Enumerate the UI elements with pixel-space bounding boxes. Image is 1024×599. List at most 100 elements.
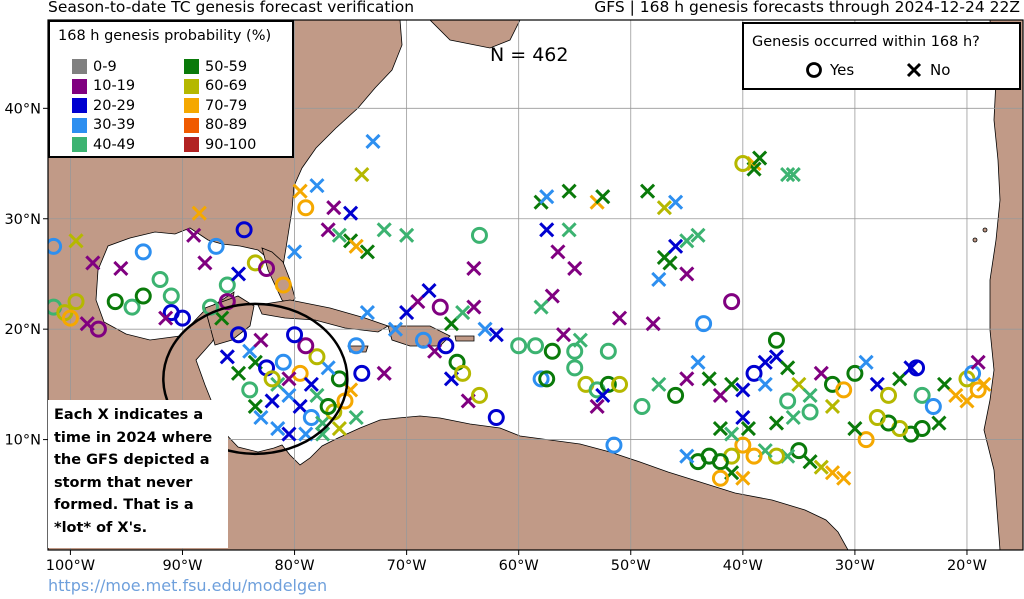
genesis-no-marker <box>780 360 796 376</box>
genesis-yes-marker <box>230 326 248 344</box>
genesis-yes-marker <box>868 409 886 426</box>
genesis-yes-marker <box>218 293 236 311</box>
genesis-yes-marker <box>969 381 987 399</box>
genesis-no-marker <box>836 470 852 486</box>
genesis-yes-marker <box>123 298 141 316</box>
genesis-no-marker <box>230 266 247 282</box>
genesis-no-marker <box>242 343 258 359</box>
genesis-yes-marker <box>605 436 623 454</box>
genesis-no-marker <box>466 260 482 276</box>
legend-no-label: No <box>930 61 951 79</box>
genesis-yes-marker <box>89 320 107 338</box>
genesis-yes-marker <box>437 337 455 355</box>
genesis-no-marker <box>651 376 667 392</box>
genesis-no-marker <box>668 238 684 254</box>
puerto-rico-land <box>454 335 475 342</box>
legend-bin-label: 40-49 <box>93 136 136 153</box>
genesis-yes-marker <box>286 326 304 344</box>
genesis-yes-marker <box>913 386 931 404</box>
genesis-yes-marker <box>297 199 315 217</box>
genesis-no-marker <box>331 420 347 437</box>
genesis-no-marker <box>561 222 577 238</box>
lon-tick-label: 30°W <box>835 558 875 574</box>
genesis-yes-marker <box>67 293 85 311</box>
genesis-no-marker <box>561 183 577 199</box>
genesis-no-marker <box>712 387 728 403</box>
genesis-yes-marker <box>241 381 259 399</box>
genesis-no-marker <box>281 371 297 387</box>
genesis-no-marker <box>813 459 829 475</box>
genesis-no-marker <box>477 321 493 337</box>
genesis-no-marker <box>191 205 207 221</box>
genesis-yes-marker <box>801 403 819 421</box>
genesis-no-marker <box>724 426 740 442</box>
legend-swatch <box>184 78 199 94</box>
genesis-no-marker <box>399 305 415 321</box>
genesis-no-marker <box>292 398 308 415</box>
genesis-no-marker <box>247 398 263 415</box>
genesis-no-marker <box>186 227 202 243</box>
genesis-yes-marker <box>235 221 253 239</box>
genesis-no-marker <box>197 255 213 271</box>
chart-title: Season-to-date TC genesis forecast verif… <box>48 0 415 16</box>
genesis-yes-marker <box>734 436 752 454</box>
genesis-no-marker <box>315 426 331 442</box>
genesis-yes-marker <box>527 337 544 355</box>
genesis-yes-marker <box>566 342 584 360</box>
genesis-yes-marker <box>470 226 488 244</box>
genesis-no-marker <box>539 222 555 238</box>
genesis-no-marker <box>387 321 403 337</box>
legend-bin-label: 70-79 <box>205 97 248 114</box>
genesis-yes-marker <box>745 364 763 382</box>
genesis-yes-marker <box>48 237 63 255</box>
genesis-no-marker <box>740 420 756 437</box>
genesis-no-marker <box>158 310 174 326</box>
genesis-yes-marker <box>779 392 797 410</box>
genesis-no-marker <box>376 222 392 238</box>
genesis-no-marker <box>824 398 841 415</box>
genesis-no-marker <box>858 354 874 370</box>
genesis-no-marker <box>679 233 695 249</box>
genesis-no-marker <box>421 282 437 299</box>
credit-link[interactable]: https://moe.met.fsu.edu/modelgen <box>48 576 328 595</box>
genesis-yes-marker <box>162 304 180 322</box>
forecast-markers <box>48 133 992 487</box>
genesis-yes-marker <box>470 386 488 404</box>
annotation-note: Each X indicates a time in 2024 where th… <box>48 400 228 548</box>
genesis-no-marker <box>326 200 342 216</box>
genesis-no-marker <box>533 299 549 315</box>
lon-tick-label: 90°W <box>162 558 202 574</box>
genesis-no-marker <box>936 376 953 392</box>
genesis-yes-marker <box>532 370 550 388</box>
genesis-no-marker <box>959 393 975 409</box>
genesis-yes-marker <box>151 270 169 288</box>
genesis-no-marker <box>281 387 297 403</box>
legend-swatch <box>72 117 87 133</box>
genesis-no-marker <box>757 354 773 370</box>
genesis-no-marker <box>348 238 364 254</box>
genesis-no-marker <box>679 448 695 464</box>
genesis-yes-marker <box>633 397 651 415</box>
legend-bin-label: 80-89 <box>205 117 248 133</box>
genesis-yes-marker <box>347 337 365 355</box>
lat-tick-label: 40°N <box>4 101 41 117</box>
legend-bin-label: 30-39 <box>93 117 136 133</box>
genesis-no-marker <box>309 387 325 403</box>
probability-legend-title: 168 h genesis probability (%) <box>58 28 272 44</box>
genesis-no-marker <box>303 376 319 392</box>
genesis-no-marker <box>662 255 678 271</box>
genesis-no-marker <box>757 376 773 392</box>
genesis-no-marker <box>785 167 801 183</box>
circle-icon <box>806 62 822 78</box>
legend-swatch <box>72 78 87 94</box>
map-frame <box>47 19 1024 551</box>
legend-swatch <box>184 59 199 74</box>
genesis-yes-marker <box>857 431 875 449</box>
legend-bin-label: 20-29 <box>93 97 136 114</box>
genesis-yes-marker <box>218 276 236 294</box>
genesis-yes-marker <box>734 155 752 173</box>
genesis-yes-marker <box>667 386 685 404</box>
genesis-yes-marker <box>924 397 942 415</box>
legend-swatch <box>72 137 87 152</box>
genesis-no-marker <box>724 376 740 392</box>
